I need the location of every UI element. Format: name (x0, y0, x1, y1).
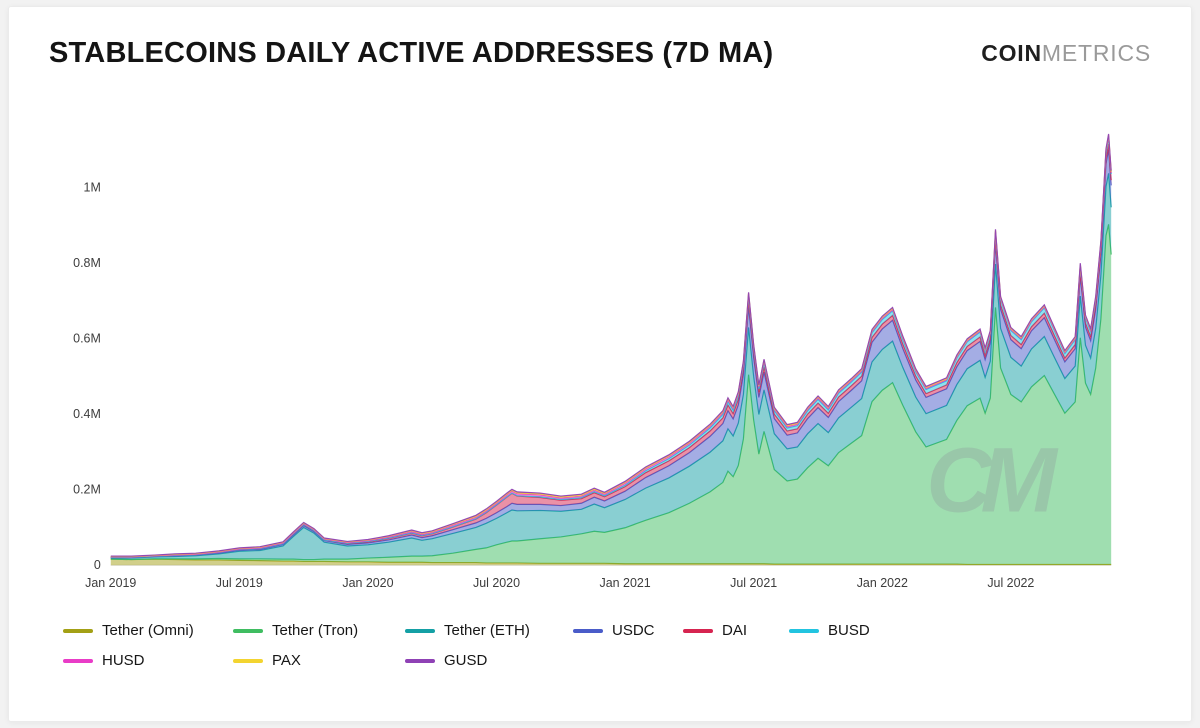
legend-item-busd[interactable]: BUSD (789, 622, 1151, 639)
page-title: STABLECOINS DAILY ACTIVE ADDRESSES (7D M… (49, 37, 774, 69)
legend-label: PAX (272, 652, 301, 669)
legend-swatch-pax (233, 658, 263, 663)
y-axis-tick-label: 1M (84, 180, 101, 194)
x-axis-tick-label: Jul 2019 (216, 576, 263, 590)
edge-tether-eth (110, 173, 1112, 559)
x-axis-tick-label: Jan 2019 (85, 576, 136, 590)
legend-label: USDC (612, 622, 655, 639)
legend-label: GUSD (444, 652, 488, 669)
legend-item-tether-omni[interactable]: Tether (Omni) (63, 622, 233, 639)
logo-text-bold: COIN (981, 40, 1042, 66)
chart-card: STABLECOINS DAILY ACTIVE ADDRESSES (7D M… (8, 6, 1192, 722)
chart-legend: Tether (Omni) Tether (Tron) Tether (ETH) US… (9, 600, 1191, 669)
legend-label: Tether (ETH) (444, 622, 530, 639)
x-axis-tick-label: Jan 2022 (857, 576, 908, 590)
legend-item-husd[interactable]: HUSD (63, 652, 233, 669)
legend-label: Tether (Omni) (102, 622, 194, 639)
legend-swatch-tether-omni (63, 628, 93, 633)
coinmetrics-logo: COINMETRICS (981, 37, 1151, 67)
legend-swatch-busd (789, 628, 819, 633)
legend-swatch-usdc (573, 628, 603, 633)
x-axis-tick-label: Jul 2021 (730, 576, 777, 590)
legend-label: Tether (Tron) (272, 622, 359, 639)
legend-item-tether-tron[interactable]: Tether (Tron) (233, 622, 405, 639)
x-axis-tick-label: Jul 2022 (987, 576, 1034, 590)
legend-swatch-gusd (405, 658, 435, 663)
y-axis-tick-label: 0.2M (73, 483, 101, 497)
legend-swatch-dai (683, 628, 713, 633)
chart-header: STABLECOINS DAILY ACTIVE ADDRESSES (7D M… (9, 7, 1191, 70)
legend-item-pax[interactable]: PAX (233, 652, 405, 669)
legend-label: HUSD (102, 652, 145, 669)
legend-item-usdc[interactable]: USDC (573, 622, 683, 639)
y-axis-tick-label: 0.6M (73, 331, 101, 345)
legend-swatch-tether-eth (405, 628, 435, 633)
legend-swatch-tether-tron (233, 628, 263, 633)
legend-label: DAI (722, 622, 748, 639)
y-axis-tick-label: 0 (94, 558, 101, 572)
x-axis-tick-label: Jan 2020 (342, 576, 393, 590)
x-axis-tick-label: Jan 2021 (600, 576, 651, 590)
coinmetrics-watermark: CM (926, 429, 1058, 531)
legend-item-dai[interactable]: DAI (683, 622, 789, 639)
y-axis-tick-label: 0.8M (73, 256, 101, 270)
legend-item-gusd[interactable]: GUSD (405, 652, 573, 669)
y-axis-tick-label: 0.4M (73, 407, 101, 421)
stablecoins-area-chart[interactable]: CM 0 0.2M 0.4M 0.6M 0.8M 1M Jan 2019 Jul 2019 Jan… (49, 100, 1161, 600)
chart-area: CM 0 0.2M 0.4M 0.6M 0.8M 1M Jan 2019 Jul 2019 Jan… (9, 100, 1191, 600)
edge-gusd (110, 133, 1112, 557)
legend-item-tether-eth[interactable]: Tether (ETH) (405, 622, 573, 639)
logo-text-light: METRICS (1041, 40, 1151, 66)
legend-swatch-husd (63, 658, 93, 663)
area-tether-tron[interactable] (110, 224, 1112, 565)
area-tether-omni[interactable] (110, 559, 1112, 566)
legend-label: BUSD (828, 622, 870, 639)
x-axis-tick-label: Jul 2020 (473, 576, 520, 590)
